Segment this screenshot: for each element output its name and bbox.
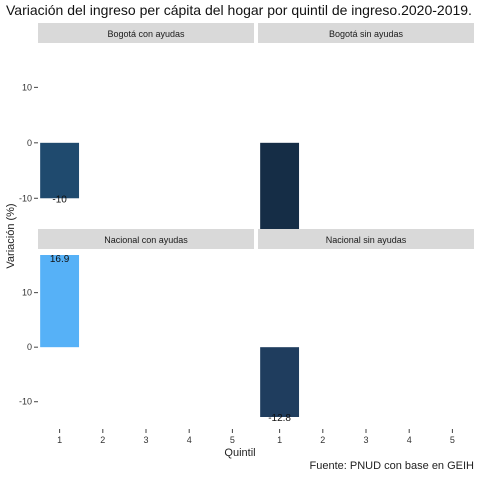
bar xyxy=(40,255,80,348)
bar xyxy=(40,142,80,199)
bar xyxy=(260,142,300,241)
facet-strip-label: Nacional sin ayudas xyxy=(326,235,407,245)
y-tick-label: 10 xyxy=(22,82,32,92)
facet-strip xyxy=(38,23,254,43)
x-tick-label: 5 xyxy=(230,435,235,445)
facet-strip xyxy=(38,229,254,249)
y-tick-label: -10 xyxy=(19,397,32,407)
y-tick-label: 0 xyxy=(27,342,32,352)
y-axis-label: Variación (%) xyxy=(5,203,17,269)
x-tick-label: 4 xyxy=(407,435,412,445)
x-tick-label: 3 xyxy=(363,435,368,445)
facet-strip xyxy=(258,229,474,249)
facet-strip-label: Bogotá con ayudas xyxy=(107,29,185,39)
y-tick-label: 0 xyxy=(27,138,32,148)
facet-strip-label: Bogotá sin ayudas xyxy=(329,29,404,39)
y-tick-label: 10 xyxy=(22,288,32,298)
chart-caption: Fuente: PNUD con base en GEIH xyxy=(309,460,474,472)
facet-strip-label: Nacional con ayudas xyxy=(104,235,188,245)
x-axis-label: Quintil xyxy=(224,447,256,459)
x-tick-label: 2 xyxy=(320,435,325,445)
y-tick-label: -10 xyxy=(19,193,32,203)
x-tick-label: 1 xyxy=(277,435,282,445)
x-tick-label: 1 xyxy=(57,435,62,445)
x-tick-label: 3 xyxy=(143,435,148,445)
data-label: -10 xyxy=(52,194,67,205)
data-label: 16.9 xyxy=(50,254,70,265)
x-tick-label: 4 xyxy=(187,435,192,445)
x-tick-label: 2 xyxy=(100,435,105,445)
x-tick-label: 5 xyxy=(450,435,455,445)
data-label: -12.8 xyxy=(268,413,291,424)
facet-strip xyxy=(258,23,474,43)
bar xyxy=(260,347,300,417)
chart-title: Variación del ingreso per cápita del hog… xyxy=(6,2,472,18)
